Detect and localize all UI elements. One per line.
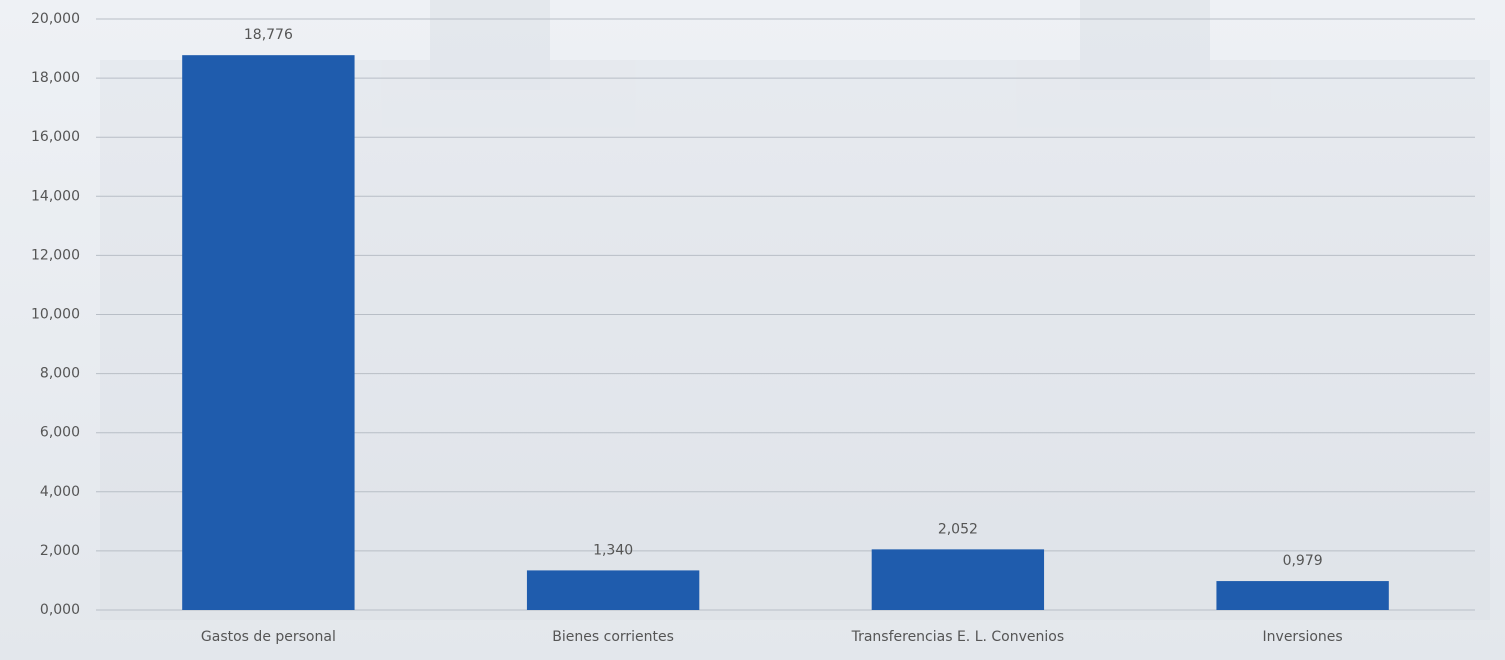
bar xyxy=(526,570,700,610)
y-tick-label: 18,000 xyxy=(31,70,80,86)
data-label: 2,052 xyxy=(938,521,978,537)
x-tick-label: Gastos de personal xyxy=(201,629,336,645)
bar xyxy=(182,55,355,611)
y-tick-label: 2,000 xyxy=(40,543,80,559)
y-tick-label: 12,000 xyxy=(31,247,80,263)
data-label: 18,776 xyxy=(244,27,293,43)
y-tick-label: 14,000 xyxy=(31,188,80,204)
x-tick-label: Inversiones xyxy=(1263,629,1343,645)
y-tick-label: 6,000 xyxy=(40,425,80,441)
x-tick-label: Transferencias E. L. Convenios xyxy=(851,629,1065,645)
y-tick-label: 4,000 xyxy=(40,484,80,500)
y-tick-label: 0,000 xyxy=(40,602,80,618)
bar xyxy=(871,549,1045,610)
bar xyxy=(1216,581,1389,610)
data-label: 0,979 xyxy=(1283,553,1323,569)
data-label: 1,340 xyxy=(593,542,633,558)
x-tick-label: Bienes corrientes xyxy=(552,629,674,645)
y-tick-label: 16,000 xyxy=(31,129,80,145)
y-tick-label: 8,000 xyxy=(40,366,80,382)
y-tick-label: 10,000 xyxy=(31,307,80,323)
y-tick-label: 20,000 xyxy=(31,11,80,27)
